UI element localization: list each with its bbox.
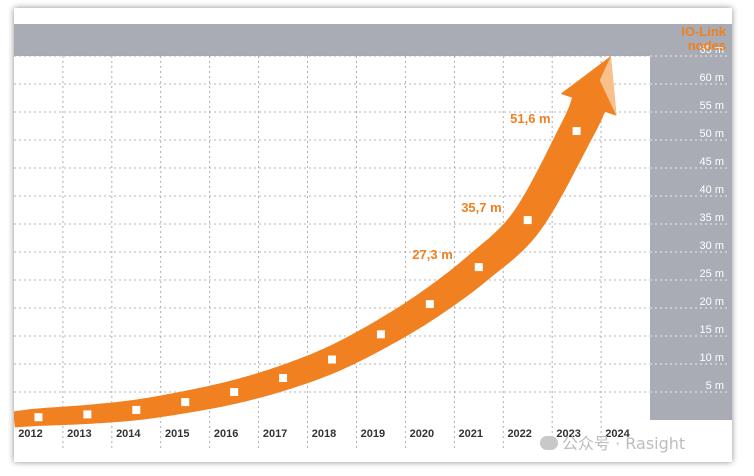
y-tick-label: 35 m xyxy=(700,212,724,224)
x-tick-label: 2015 xyxy=(165,428,189,440)
x-tick-label: 2016 xyxy=(214,428,238,440)
data-point-marker xyxy=(376,330,385,339)
arrow-tip-highlight xyxy=(599,56,617,116)
y-tick-label: 55 m xyxy=(700,100,724,112)
data-markers xyxy=(34,127,581,422)
y-tick-label: 30 m xyxy=(700,240,724,252)
y-tick-label: 5 m xyxy=(706,380,724,392)
growth-chart: 5 m 10 m 15 m 20 m 25 m 30 m 35 m 40 m 45 m 50 m 5… xyxy=(13,24,732,448)
y-axis-title-line2: nodes xyxy=(688,38,726,53)
x-tick-label: 2014 xyxy=(116,428,141,440)
data-point-marker xyxy=(328,355,336,364)
y-tick-label: 50 m xyxy=(700,128,724,140)
watermark: 公众号 · Rasight xyxy=(540,430,685,454)
y-tick-label: 40 m xyxy=(700,184,724,196)
y-tick-labels: 5 m 10 m 15 m 20 m 25 m 30 m 35 m 40 m 45 m 50 m 5… xyxy=(700,44,724,392)
data-point-marker xyxy=(523,216,532,225)
y-tick-label: 65 m xyxy=(700,44,724,56)
x-tick-label: 2022 xyxy=(507,428,531,440)
data-point-marker xyxy=(181,398,190,407)
grid xyxy=(14,55,728,448)
data-labels: 27,3 m 35,7 m 51,6 m xyxy=(412,111,550,262)
data-point-marker xyxy=(83,410,92,419)
x-tick-label: 2023 xyxy=(556,428,580,440)
y-tick-label: 10 m xyxy=(700,352,724,364)
y-axis-title-line1: IO-Link xyxy=(681,24,727,39)
y-tick-label: 25 m xyxy=(700,268,724,280)
x-tick-label: 2018 xyxy=(312,428,336,440)
data-point-marker xyxy=(474,263,483,272)
data-label: 27,3 m xyxy=(412,247,452,262)
y-tick-label: 20 m xyxy=(700,296,724,308)
data-point-marker xyxy=(425,300,434,309)
data-point-marker xyxy=(230,388,239,396)
data-label: 35,7 m xyxy=(461,200,501,215)
y-tick-label: 45 m xyxy=(700,156,724,168)
chart-frame: 5 m 10 m 15 m 20 m 25 m 30 m 35 m 40 m 45 m 50 m 5… xyxy=(13,8,732,462)
x-tick-label: 2019 xyxy=(361,428,385,440)
x-tick-labels: 2012 2013 2014 2015 2016 2017 2018 2019 2020 2021… xyxy=(18,428,630,440)
x-tick-label: 2020 xyxy=(410,428,434,440)
x-tick-label: 2017 xyxy=(263,428,287,440)
data-point-marker xyxy=(132,405,141,414)
data-label: 51,6 m xyxy=(510,111,550,126)
top-band xyxy=(14,24,732,56)
x-tick-label: 2012 xyxy=(18,428,42,440)
x-tick-label: 2013 xyxy=(67,428,91,440)
y-tick-label: 15 m xyxy=(700,324,724,336)
data-point-marker xyxy=(279,374,288,382)
growth-arrow xyxy=(13,56,617,428)
wechat-icon xyxy=(540,436,558,450)
x-tick-label: 2024 xyxy=(605,428,630,440)
y-tick-label: 60 m xyxy=(700,72,724,84)
data-point-marker xyxy=(34,413,43,422)
watermark-text: 公众号 · Rasight xyxy=(562,434,686,453)
x-tick-label: 2021 xyxy=(459,428,483,440)
y-axis-panel xyxy=(650,56,732,420)
data-point-marker xyxy=(572,127,581,136)
